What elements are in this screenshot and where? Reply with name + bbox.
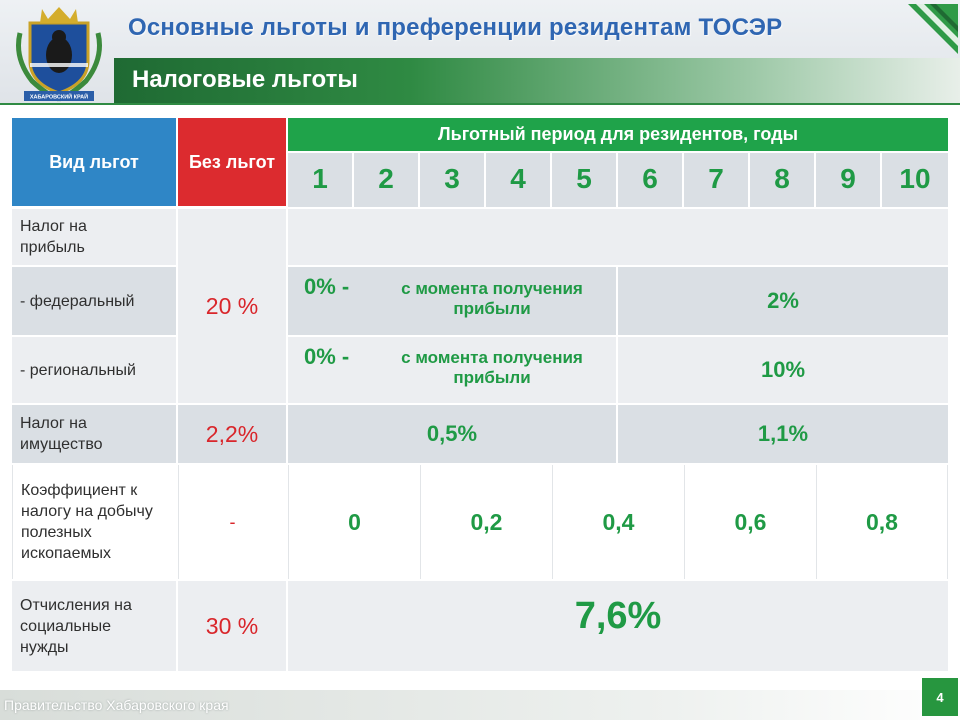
federal-zero-cell: 0% - с момента получения прибыли (288, 267, 616, 335)
col-header-type: Вид льгот (12, 118, 176, 206)
year-cell: 10 (882, 153, 948, 207)
profit-tax-empty-cell (288, 209, 948, 265)
social-without-value: 30 % (178, 581, 286, 671)
year-cell: 2 (354, 153, 418, 207)
year-cell: 1 (288, 153, 352, 207)
crest-banner-text: ХАБАРОВСКИЙ КРАЙ (30, 93, 88, 101)
year-cell: 7 (684, 153, 748, 207)
year-cell: 9 (816, 153, 880, 207)
federal-zero-note: с момента получения прибыли (401, 279, 583, 318)
footer-organization: Правительство Хабаровского края (4, 697, 229, 713)
mining-without-value: - (178, 465, 286, 579)
khabarovsk-crest-logo: ХАБАРОВСКИЙ КРАЙ (16, 7, 102, 102)
row-label-property-tax: Налог на имущество (12, 405, 176, 463)
header-divider (0, 103, 960, 105)
social-period-value: 7,6% (288, 581, 948, 671)
row-label-profit-tax: Налог на прибыль (12, 209, 176, 265)
federal-zero-value: 0% - (304, 274, 350, 299)
mining-value-cell: 0 (288, 465, 420, 579)
year-cell: 3 (420, 153, 484, 207)
corner-logo-icon (908, 4, 958, 54)
year-cell: 8 (750, 153, 814, 207)
year-cell: 4 (486, 153, 550, 207)
footer-bar (0, 690, 960, 720)
year-cell: 5 (552, 153, 616, 207)
year-cell: 6 (618, 153, 682, 207)
mining-value-cell: 0,2 (420, 465, 552, 579)
profit-without-value: 20 % (178, 209, 286, 403)
regional-zero-value: 0% - (304, 344, 350, 369)
federal-after-value: 2% (618, 267, 948, 335)
row-label-regional: - региональный (12, 337, 176, 403)
property-without-value: 2,2% (178, 405, 286, 463)
mining-value-cell: 0,4 (552, 465, 684, 579)
property-first-value: 0,5% (288, 405, 616, 463)
page-title: Основные льготы и преференции резидентам… (128, 14, 783, 41)
col-header-without: Без льгот (178, 118, 286, 206)
page-number: 4 (922, 678, 958, 716)
mining-value-cell: 0,8 (816, 465, 948, 579)
row-label-social: Отчисления на социальные нужды (12, 581, 176, 671)
property-second-value: 1,1% (618, 405, 948, 463)
regional-zero-note: с момента получения прибыли (401, 348, 583, 387)
regional-after-value: 10% (618, 337, 948, 403)
subtitle-band (114, 58, 960, 104)
regional-zero-cell: 0% - с момента получения прибыли (288, 337, 616, 403)
mining-value-cell: 0,6 (684, 465, 816, 579)
col-header-period: Льготный период для резидентов, годы (288, 118, 948, 151)
row-label-federal: - федеральный (12, 267, 176, 335)
section-subtitle: Налоговые льготы (132, 66, 358, 93)
row-label-mining-coef: Коэффициент к налогу на добычу полезных … (12, 465, 176, 579)
